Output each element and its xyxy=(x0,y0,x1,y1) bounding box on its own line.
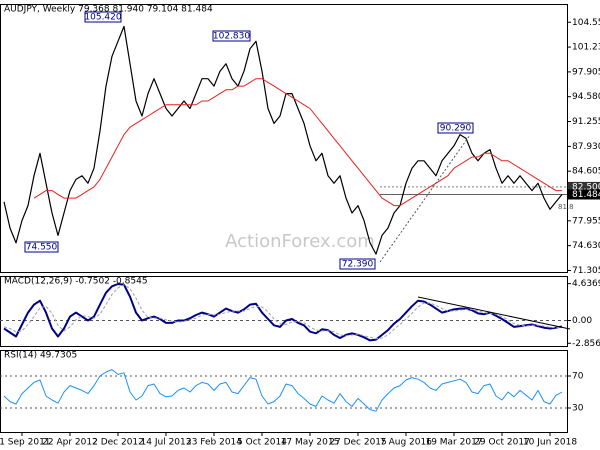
panel-title: RSI(14) 49.7305 xyxy=(4,351,77,361)
chart-title: AUDJPY, Weekly 79.368 81.940 79.104 81.4… xyxy=(4,5,213,15)
x-tick-label: 14 Jul 2013 xyxy=(141,438,192,448)
level-label: 82.500 xyxy=(572,182,600,192)
y-tick-label: -2.8561 xyxy=(572,339,600,349)
x-tick-label: 5 Oct 2014 xyxy=(237,438,287,448)
callout-text: 74.550 xyxy=(26,243,58,253)
y-tick-label: 70 xyxy=(572,372,584,382)
y-tick-label: 97.905 xyxy=(572,67,600,77)
callout-text: 102.830 xyxy=(213,32,250,42)
panel-frame xyxy=(0,276,568,347)
macd-trendline xyxy=(417,296,571,330)
line-series xyxy=(3,369,563,412)
y-tick-label: 87.930 xyxy=(572,142,600,152)
x-tick-label: 2 Dec 2012 xyxy=(92,438,144,448)
x-tick-label: 23 Feb 2014 xyxy=(186,438,242,448)
level-box xyxy=(568,181,600,192)
y-tick-label: 0.00 xyxy=(572,316,592,326)
x-tick-label: 19 Mar 2017 xyxy=(425,438,482,448)
price-callout: 74.550 xyxy=(24,241,59,253)
price-callout: 90.290 xyxy=(437,122,474,134)
x-tick-label: 7 Aug 2016 xyxy=(380,438,432,448)
callout-text: 90.290 xyxy=(440,124,472,134)
x-tick-label: 11 Sep 2011 xyxy=(0,438,51,448)
x-tick-label: 10 Jun 2018 xyxy=(523,438,577,448)
plot-layer xyxy=(0,4,568,433)
panel-frame xyxy=(0,4,568,273)
callout-text: 72.390 xyxy=(342,260,374,270)
watermark: ActionForex.com xyxy=(225,231,375,252)
line-series xyxy=(3,283,563,342)
y-tick-label: 4.6369 xyxy=(572,279,600,289)
x-tick-label: 27 Dec 2015 xyxy=(329,438,387,448)
price-callout: 102.830 xyxy=(212,30,251,42)
y-tick-label: 30 xyxy=(572,404,584,414)
line-series xyxy=(3,284,563,340)
y-tick-label: 101.230 xyxy=(572,43,600,53)
callout-text: 105.420 xyxy=(84,13,121,23)
y-tick-label: 91.255 xyxy=(572,117,600,127)
line-series xyxy=(3,25,563,255)
y-tick-label: 71.305 xyxy=(572,266,600,276)
y-tick-label: 94.580 xyxy=(572,92,600,102)
y-tick-label: 84.605 xyxy=(572,167,600,177)
trendline xyxy=(379,134,471,263)
price-callout: 72.390 xyxy=(339,258,376,270)
level-box xyxy=(568,189,600,200)
x-tick-label: 17 May 2015 xyxy=(281,438,340,448)
level-label: 81.484 xyxy=(572,190,600,200)
x-tick-label: 29 Oct 2017 xyxy=(474,438,530,448)
y-tick-label: 104.555 xyxy=(572,18,600,28)
panel-title: MACD(12,26,9) -0.7502 -0.8545 xyxy=(4,277,148,287)
y-tick-label: 77.955 xyxy=(572,216,600,226)
y-tick-label: 74.630 xyxy=(572,241,600,251)
panel-frame xyxy=(0,350,568,433)
x-tick-label: 22 Apr 2012 xyxy=(42,438,98,448)
line-series xyxy=(33,78,562,207)
level-note: 81.8 xyxy=(558,203,574,211)
price-callout: 105.420 xyxy=(84,11,122,23)
